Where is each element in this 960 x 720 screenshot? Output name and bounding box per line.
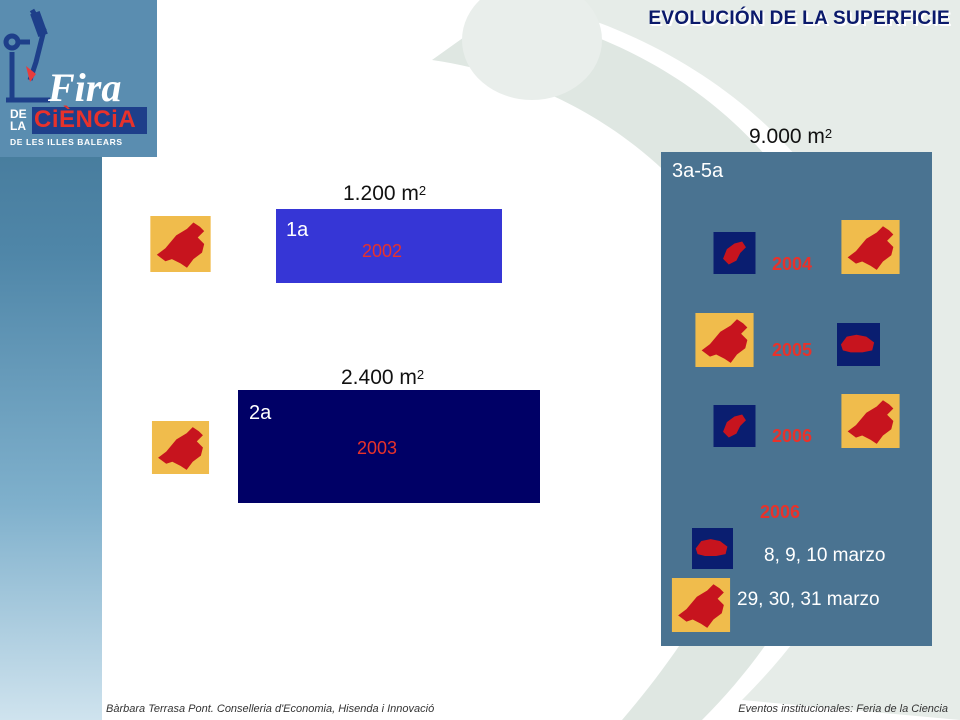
logo-ciencia-text: CiÈNCiA — [34, 106, 137, 133]
year-label-2: 2003 — [357, 438, 398, 458]
area-exp-3: 2 — [824, 126, 833, 141]
area-value-2: 2.400 m — [341, 366, 417, 389]
logo-de: DE — [10, 107, 27, 121]
dates-mallorca: 29, 30, 31 marzo — [737, 589, 880, 610]
dates-menorca: 8, 9, 10 marzo — [764, 545, 886, 566]
footer-right: Eventos institucionales: Feria de la Cie… — [738, 703, 948, 715]
mallorca-flag-icon-3 — [838, 220, 903, 274]
logo-fira-text: Fira — [48, 65, 122, 110]
year-label-2006-b: 2006 — [760, 502, 801, 522]
area-exp-1: 2 — [418, 183, 427, 198]
footer-left: Bàrbara Terrasa Pont. Conselleria d'Econ… — [106, 703, 435, 715]
ibiza-flag-icon-2 — [713, 405, 756, 447]
edition-box-1: 1a 2002 — [276, 209, 502, 283]
area-value-3: 9.000 m — [749, 125, 825, 148]
area-value-1: 1.200 m — [343, 182, 419, 205]
year-label-2006: 2006 — [772, 426, 813, 446]
page-title: EVOLUCIÓN DE LA SUPERFICIE — [648, 8, 950, 29]
mallorca-flag-icon-6 — [669, 578, 733, 632]
edition-label-1: 1a — [286, 219, 309, 241]
area-exp-2: 2 — [416, 367, 425, 382]
logo-de-text: DE LA — [10, 108, 27, 132]
area-label-2: 2.400 m2 — [341, 364, 424, 390]
year-label-2004: 2004 — [772, 254, 813, 274]
menorca-flag-icon-2 — [692, 526, 733, 571]
year-label-1: 2002 — [362, 241, 403, 261]
logo-la: LA — [10, 119, 26, 133]
mallorca-flag-icon-1 — [149, 216, 212, 272]
logo-subtitle: DE LES ILLES BALEARS — [10, 137, 123, 147]
edition-label-2: 2a — [249, 402, 272, 424]
mallorca-flag-icon-4 — [692, 313, 757, 367]
area-label-1: 1.200 m2 — [343, 180, 426, 206]
logo-ciencia-bg — [32, 107, 147, 134]
edition-label-3: 3a-5a — [672, 160, 724, 182]
area-label-3: 9.000 m2 — [749, 123, 832, 149]
fira-ciencia-logo: Fira DE LA CiÈNCiA DE LES ILLES BALEARS — [0, 0, 157, 157]
menorca-flag-icon-1 — [837, 322, 880, 367]
microscope-icon — [3, 8, 50, 103]
year-label-2005: 2005 — [772, 340, 813, 360]
mallorca-flag-icon-5 — [838, 394, 903, 448]
mallorca-flag-icon-2 — [149, 421, 212, 474]
edition-box-2: 2a 2003 — [238, 390, 540, 503]
ibiza-flag-icon-1 — [713, 232, 756, 274]
